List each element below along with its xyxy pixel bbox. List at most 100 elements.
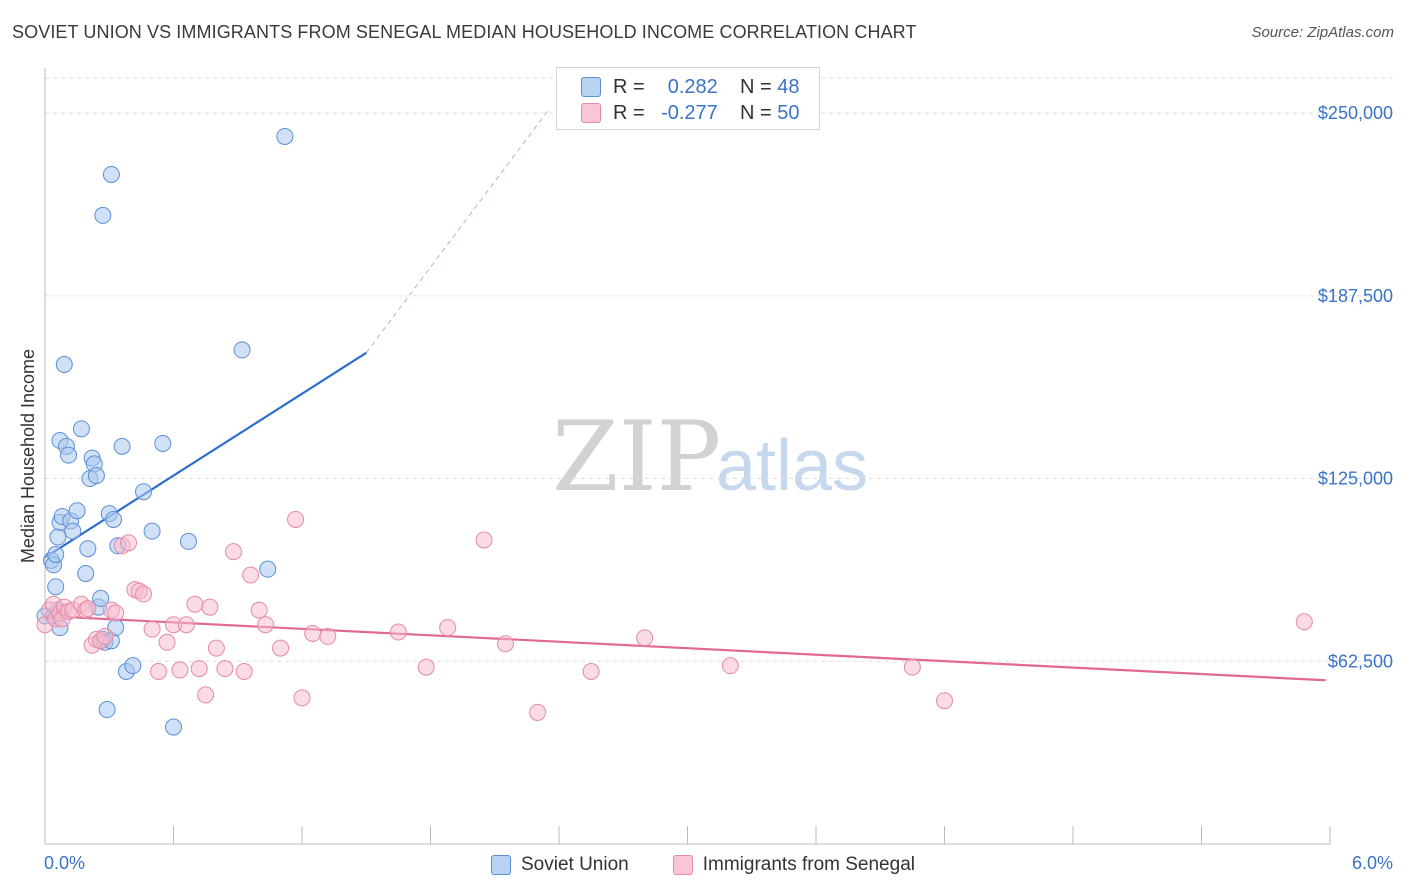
soviet-point	[113, 437, 131, 455]
senegal-point	[287, 510, 305, 528]
watermark: ZIP atlas	[552, 401, 868, 513]
senegal-point	[272, 639, 290, 657]
n-value: 48	[777, 75, 800, 98]
soviet-point	[60, 446, 78, 464]
y-tick-labels: $62,500 $125,000 $187,500 $250,000	[1318, 103, 1393, 671]
senegal-point	[171, 661, 189, 679]
soviet-point	[98, 701, 116, 719]
senegal-point	[143, 620, 161, 638]
soviet-point	[68, 502, 86, 520]
x-tick-labels: 0.0% 6.0%	[44, 853, 1393, 873]
senegal-point	[529, 703, 547, 721]
trend-lines	[44, 109, 1326, 682]
stats-box: R = 0.282 N = 48 R = -0.277 N = 50	[556, 67, 820, 130]
legend-soviet-label: Soviet Union	[521, 854, 629, 875]
soviet-point	[233, 341, 251, 359]
soviet-point	[47, 578, 65, 596]
senegal-point	[224, 543, 242, 561]
axes	[44, 68, 1331, 845]
legend-item-soviet[interactable]: Soviet Union	[491, 854, 629, 876]
senegal-point	[257, 616, 275, 634]
soviet-point	[79, 540, 97, 558]
senegal-point	[135, 585, 153, 603]
soviet-point	[165, 718, 182, 736]
senegal-point	[903, 658, 921, 676]
legend-senegal-label: Immigrants from Senegal	[702, 854, 915, 875]
n-value: 50	[777, 101, 800, 124]
senegal-point	[186, 595, 204, 613]
soviet-point	[154, 434, 172, 452]
senegal-point	[177, 616, 195, 634]
soviet-point	[92, 589, 110, 607]
legend-soviet-swatch	[491, 855, 511, 875]
x-tick-label-max: 6.0%	[1352, 853, 1393, 873]
senegal-point	[197, 686, 215, 704]
soviet-point	[105, 510, 123, 528]
senegal-point	[936, 692, 953, 710]
stats-row-senegal: R = -0.277 N = 50	[581, 101, 800, 125]
senegal-point	[721, 657, 739, 675]
soviet-point	[276, 127, 294, 145]
soviet-point	[102, 165, 120, 183]
soviet-point	[124, 657, 142, 675]
soviet-point	[55, 356, 73, 374]
soviet-point	[47, 546, 65, 564]
legend-senegal-swatch	[672, 855, 693, 875]
y-tick-label: $187,500	[1318, 286, 1393, 306]
soviet-point	[179, 532, 197, 550]
x-tick-label-min: 0.0%	[44, 853, 85, 873]
r-label: R =	[613, 101, 645, 124]
senegal-point	[250, 601, 268, 619]
legend: Soviet Union Immigrants from Senegal	[0, 850, 1406, 880]
senegal-points	[36, 510, 1313, 721]
soviet-point	[64, 522, 82, 540]
senegal-point	[216, 660, 234, 678]
senegal-swatch	[581, 103, 601, 123]
soviet-trend-line	[44, 351, 367, 559]
y-tick-label: $250,000	[1318, 103, 1393, 123]
r-value: -0.277	[661, 101, 718, 124]
source-label: Source: ZipAtlas.com	[1251, 24, 1394, 41]
senegal-point	[150, 663, 168, 681]
soviet-swatch	[581, 77, 601, 97]
senegal-point	[242, 566, 260, 584]
senegal-point	[79, 600, 97, 618]
senegal-point	[190, 660, 208, 678]
soviet-point	[259, 560, 277, 578]
senegal-point	[319, 627, 337, 645]
y-tick-label: $62,500	[1328, 651, 1393, 671]
soviet-point	[49, 528, 67, 546]
senegal-point	[582, 663, 600, 681]
legend-item-senegal[interactable]: Immigrants from Senegal	[672, 854, 915, 876]
senegal-point	[120, 534, 138, 552]
n-label: N =	[740, 101, 772, 124]
soviet-point	[143, 522, 161, 540]
r-label: R =	[613, 75, 645, 98]
watermark-zip: ZIP	[552, 401, 721, 513]
watermark-atlas: atlas	[716, 426, 868, 506]
senegal-point	[439, 619, 457, 637]
n-label: N =	[740, 75, 772, 98]
soviet-point	[94, 206, 112, 224]
senegal-point	[475, 531, 493, 549]
r-value: 0.282	[667, 75, 718, 98]
senegal-point	[636, 629, 654, 647]
y-axis-label: Median Household Income	[18, 349, 38, 563]
senegal-point	[107, 604, 125, 622]
senegal-point	[1295, 613, 1313, 631]
senegal-point	[207, 639, 225, 657]
soviet-point	[135, 483, 153, 501]
y-tick-label: $125,000	[1318, 469, 1393, 489]
senegal-point	[235, 663, 253, 681]
soviet-trend-extension	[365, 109, 549, 354]
senegal-point	[158, 633, 176, 651]
senegal-point	[201, 598, 219, 616]
senegal-point	[293, 689, 311, 707]
senegal-point	[96, 627, 114, 645]
soviet-point	[77, 565, 95, 583]
senegal-point	[417, 658, 435, 676]
chart-title: SOVIET UNION VS IMMIGRANTS FROM SENEGAL …	[12, 22, 917, 42]
senegal-point	[304, 624, 322, 642]
senegal-point	[389, 623, 407, 641]
